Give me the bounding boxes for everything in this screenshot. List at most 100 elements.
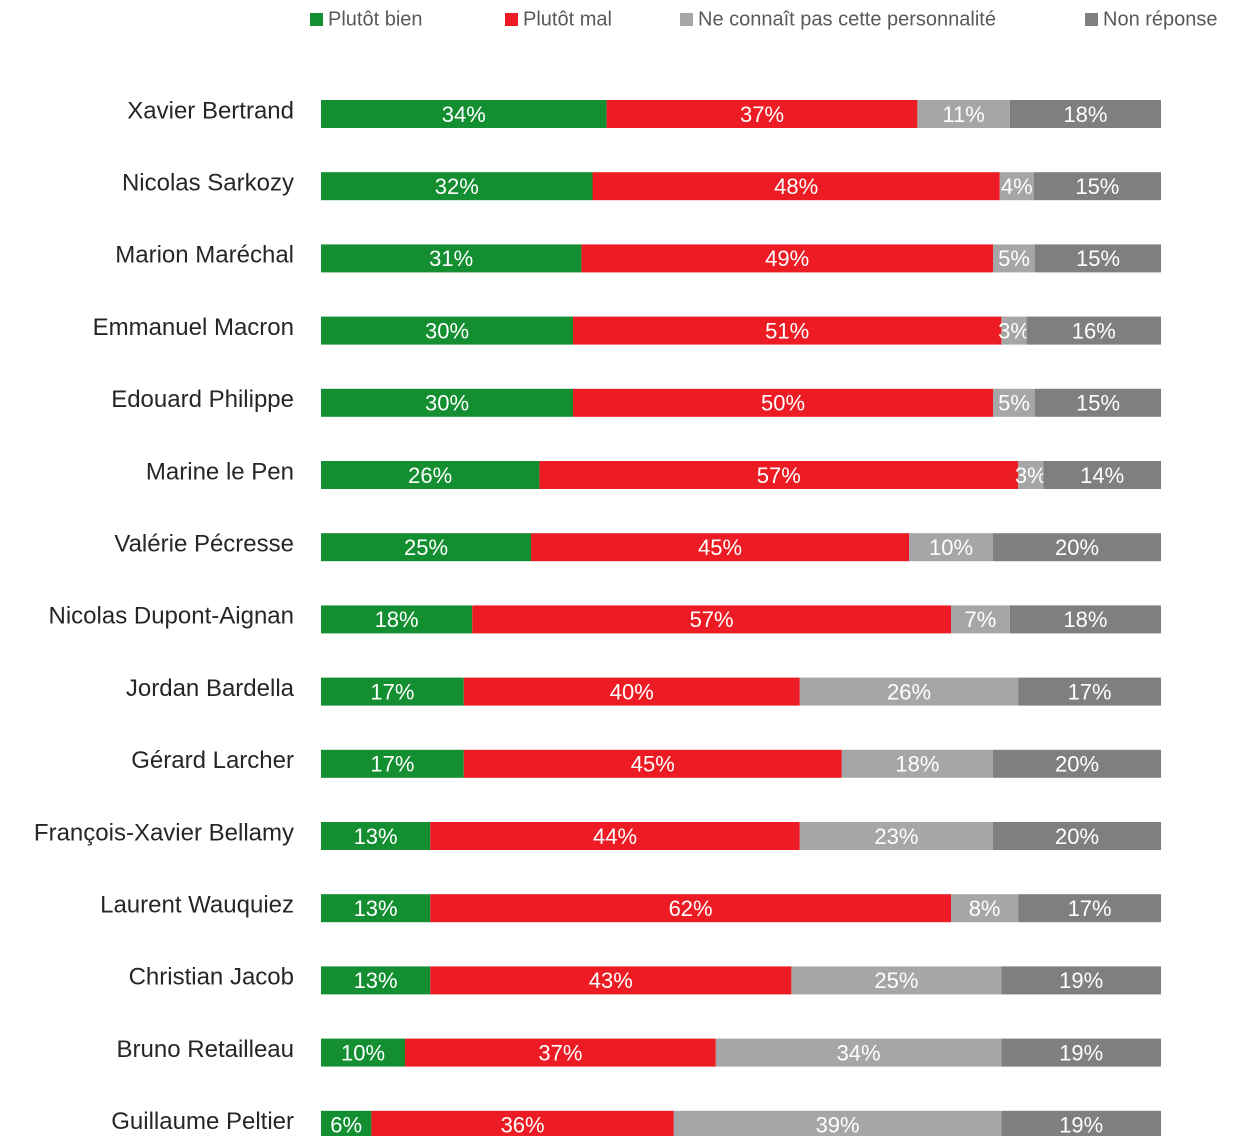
bar-segment	[321, 533, 531, 562]
legend-swatch	[310, 13, 323, 26]
bar-segment	[321, 605, 473, 634]
value-label: 16%	[1072, 318, 1116, 343]
bar-segment	[321, 894, 431, 923]
value-label: 3%	[998, 318, 1030, 343]
bar-segment	[1026, 316, 1161, 345]
bar-segment	[993, 533, 1161, 562]
bar-segment	[1033, 172, 1161, 201]
value-label: 31%	[429, 246, 473, 271]
bar-segment	[321, 677, 464, 706]
value-label: 13%	[354, 896, 398, 921]
value-label: 37%	[740, 102, 784, 127]
bar-segment	[1009, 605, 1161, 634]
bar-segment	[472, 605, 951, 634]
bar-segment	[430, 894, 951, 923]
bar-segment	[1043, 461, 1161, 489]
value-label: 10%	[341, 1040, 385, 1065]
value-label: 57%	[690, 607, 734, 632]
value-label: 19%	[1059, 1113, 1103, 1136]
value-label: 10%	[929, 535, 973, 560]
legend-swatch	[1085, 13, 1098, 26]
category-label: Gérard Larcher	[131, 747, 294, 774]
value-label: 34%	[442, 102, 486, 127]
value-label: 50%	[761, 391, 805, 416]
category-label: Edouard Philippe	[111, 386, 294, 413]
bar-segment	[951, 894, 1019, 923]
value-label: 51%	[765, 318, 809, 343]
bar-segment	[951, 605, 1010, 634]
bar-segment	[321, 822, 431, 850]
value-label: 43%	[589, 968, 633, 993]
bar-segment	[993, 749, 1161, 778]
value-label: 40%	[610, 679, 654, 704]
bar-segment	[430, 822, 800, 850]
value-label: 17%	[370, 679, 414, 704]
bar-segment	[321, 966, 431, 995]
bar-segment	[321, 100, 607, 128]
bar-segment	[909, 533, 993, 562]
bar-segment	[1035, 244, 1161, 273]
value-label: 20%	[1055, 824, 1099, 849]
value-label: 20%	[1055, 752, 1099, 777]
value-label: 26%	[887, 679, 931, 704]
legend-label: Plutôt mal	[523, 8, 612, 30]
bar-segment	[321, 461, 540, 489]
bar-segment	[573, 388, 993, 417]
bar-segment	[715, 1038, 1002, 1067]
value-label: 15%	[1076, 391, 1120, 416]
value-label: 6%	[330, 1113, 362, 1136]
bar-segment	[1035, 388, 1161, 417]
value-label: 32%	[435, 174, 479, 199]
category-label: Xavier Bertrand	[127, 97, 294, 124]
value-label: 13%	[354, 968, 398, 993]
category-label: Bruno Retailleau	[117, 1036, 294, 1063]
value-label: 19%	[1059, 1040, 1103, 1065]
bar-segment	[841, 749, 993, 778]
category-label: Nicolas Sarkozy	[122, 170, 294, 197]
category-label: Marion Maréchal	[115, 242, 294, 269]
legend-label: Plutôt bien	[328, 8, 423, 30]
bar-segment	[993, 388, 1035, 417]
bar-segment	[799, 822, 993, 850]
category-label: Marine le Pen	[146, 458, 294, 485]
category-label: Nicolas Dupont-Aignan	[49, 603, 294, 630]
bar-segment	[321, 1110, 372, 1136]
bar-segment	[917, 100, 1010, 128]
bar-segment	[371, 1110, 674, 1136]
category-label: Christian Jacob	[129, 964, 294, 991]
value-label: 23%	[874, 824, 918, 849]
category-label: François-Xavier Bellamy	[34, 819, 294, 846]
value-label: 45%	[698, 535, 742, 560]
legend-label: Non réponse	[1103, 8, 1218, 30]
value-label: 45%	[631, 752, 675, 777]
value-label: 30%	[425, 318, 469, 343]
value-label: 20%	[1055, 535, 1099, 560]
value-label: 4%	[1001, 174, 1033, 199]
value-label: 5%	[998, 246, 1030, 271]
value-label: 26%	[408, 463, 452, 488]
bar-segment	[321, 749, 464, 778]
value-label: 25%	[404, 535, 448, 560]
bar-segment	[531, 533, 909, 562]
bar-segment	[1001, 1038, 1161, 1067]
value-label: 5%	[998, 391, 1030, 416]
category-label: Laurent Wauquiez	[100, 892, 294, 919]
category-label: Guillaume Peltier	[111, 1108, 294, 1135]
bar-segment	[606, 100, 918, 128]
value-label: 18%	[1063, 607, 1107, 632]
bar-segment	[1001, 1110, 1161, 1136]
value-label: 8%	[969, 896, 1001, 921]
bar-segment	[321, 244, 582, 273]
bar-segment	[1018, 461, 1044, 489]
bar-segment	[581, 244, 993, 273]
bar-segment	[993, 244, 1035, 273]
bar-segment	[430, 966, 792, 995]
value-label: 11%	[942, 102, 984, 127]
bar-segment	[673, 1110, 1002, 1136]
value-label: 48%	[774, 174, 818, 199]
value-label: 18%	[1063, 102, 1107, 127]
bar-segment	[1018, 677, 1161, 706]
bar-segment	[539, 461, 1019, 489]
value-label: 15%	[1075, 174, 1119, 199]
